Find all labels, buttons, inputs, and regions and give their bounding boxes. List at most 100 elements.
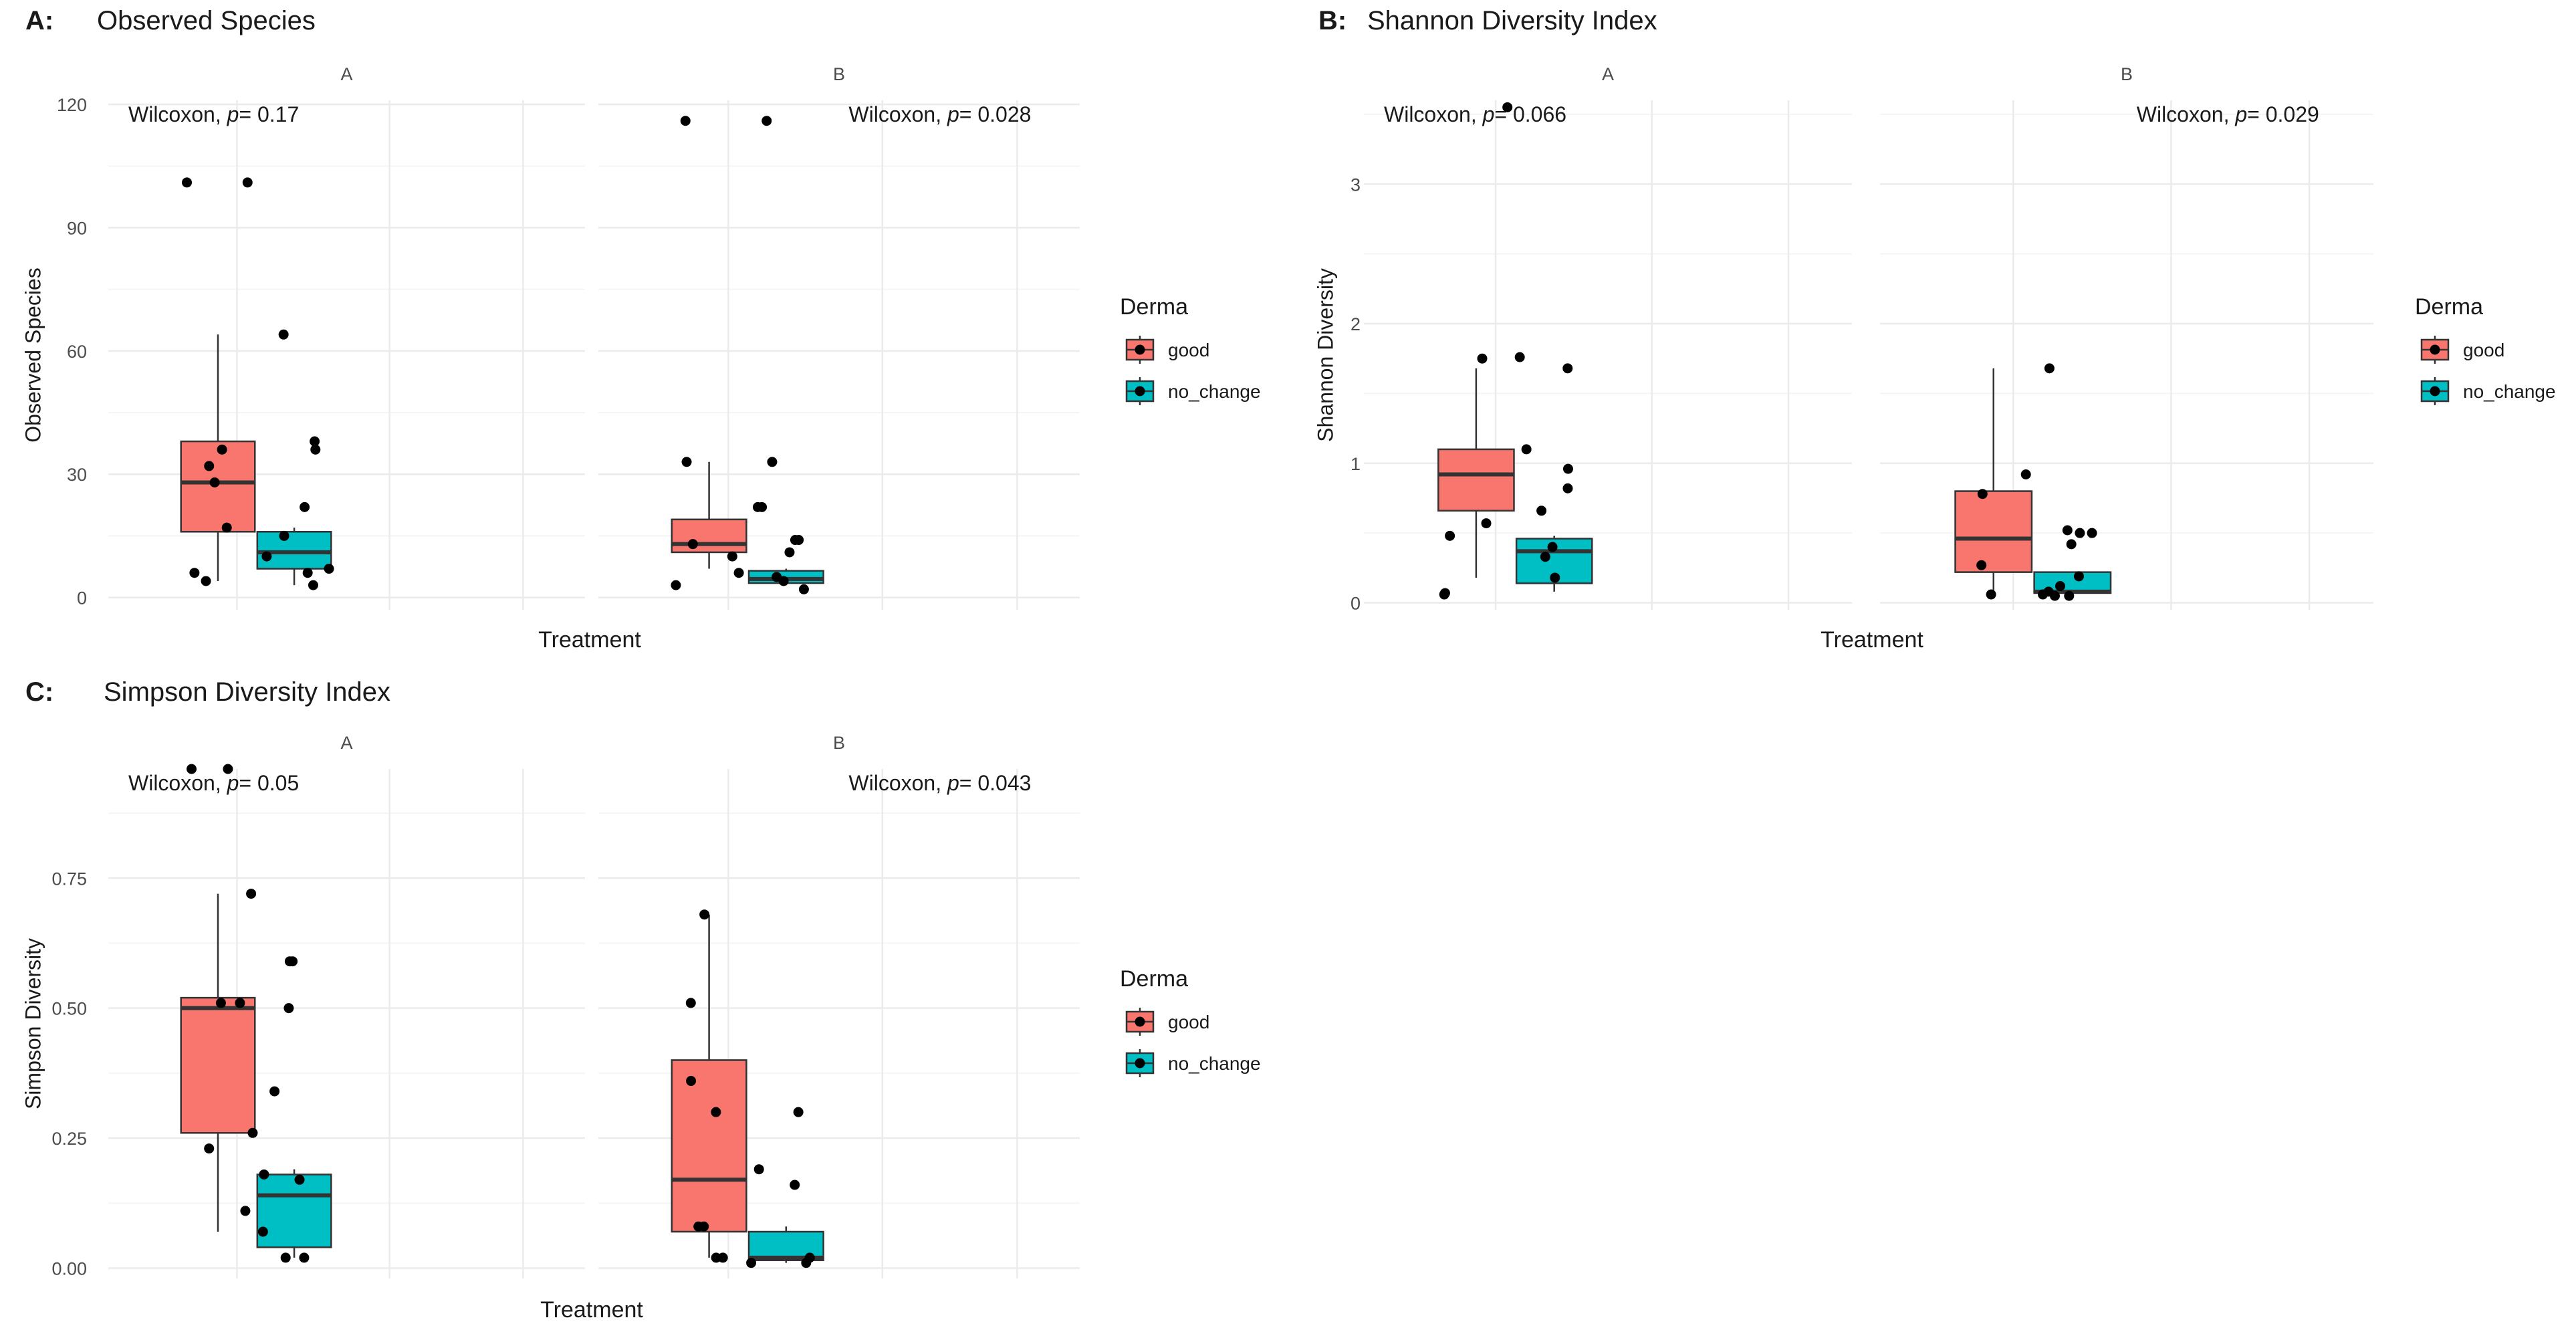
data-point	[240, 1206, 251, 1216]
data-point	[693, 1221, 704, 1232]
data-point	[1562, 483, 1573, 493]
legend-title: Derma	[1120, 294, 1188, 320]
data-point	[1502, 102, 1513, 112]
wilcoxon-annotation: Wilcoxon, p= 0.028	[848, 102, 1031, 126]
data-point	[2075, 528, 2085, 538]
data-point	[1536, 506, 1547, 516]
box-iqr	[256, 1174, 332, 1248]
box-iqr	[1437, 448, 1515, 512]
legend-key-good: good	[2420, 336, 2504, 364]
annotation-text: Wilcoxon,	[128, 771, 227, 795]
data-point	[681, 457, 692, 467]
box-iqr	[1954, 490, 2033, 573]
panel-letter: C:	[25, 677, 53, 707]
chart-title: Shannon Diversity Index	[1367, 6, 1657, 35]
y-tick-label: 1	[1351, 454, 1361, 474]
legend-swatch-point	[1135, 1016, 1145, 1027]
y-tick-label: 0.00	[51, 1258, 87, 1278]
data-point	[790, 1180, 800, 1190]
y-axis-label: Simpson Diversity	[21, 938, 45, 1109]
data-point	[257, 1226, 268, 1237]
annotation-p: p	[227, 102, 239, 126]
wilcoxon-annotation: Wilcoxon, p= 0.17	[128, 102, 299, 126]
box-iqr	[180, 440, 256, 533]
data-point	[283, 1003, 294, 1014]
y-tick-label: 0.50	[51, 999, 87, 1019]
x-axis-label: Treatment	[1821, 627, 1923, 653]
facet-label: B	[833, 733, 845, 753]
data-point	[1521, 444, 1532, 455]
box-no_change	[2033, 363, 2112, 601]
legend-swatch-point	[2430, 386, 2440, 397]
legend-swatch-point	[1135, 1058, 1145, 1069]
data-point	[2049, 590, 2060, 601]
data-point	[1550, 572, 1560, 583]
data-point	[1481, 518, 1492, 529]
y-tick-label: 0	[77, 588, 87, 608]
data-point	[279, 530, 289, 541]
annotation-text: Wilcoxon,	[2137, 102, 2236, 126]
legend-label: no_change	[1168, 381, 1261, 402]
data-point	[201, 576, 211, 586]
data-point	[1976, 560, 1987, 570]
data-point	[784, 547, 795, 558]
facet-label: B	[2121, 64, 2133, 84]
legend-swatch-point	[2430, 344, 2440, 355]
legend-label: good	[1168, 1012, 1209, 1032]
y-tick-label: 0.75	[51, 869, 87, 889]
box-iqr	[180, 996, 256, 1134]
data-point	[2038, 589, 2048, 600]
legend-key-no_change: no_change	[1125, 377, 1261, 405]
annotation-text: Wilcoxon,	[128, 102, 227, 126]
data-point	[699, 909, 710, 920]
data-point	[2062, 525, 2073, 536]
box-good	[671, 909, 747, 1263]
chart-title: Observed Species	[97, 6, 316, 35]
legend-key-good: good	[1125, 336, 1209, 364]
annotation-value: = 0.05	[239, 771, 299, 795]
box-good	[180, 177, 256, 586]
data-point	[762, 116, 772, 126]
data-point	[310, 444, 321, 455]
y-tick-label: 3	[1351, 175, 1361, 195]
chart-panel-3: C: Simpson Diversity Index Simpson Diversi…	[21, 677, 1260, 1323]
legend-label: no_change	[2463, 381, 2556, 402]
box-good	[671, 116, 747, 590]
data-point	[793, 1107, 804, 1117]
data-point	[299, 1252, 310, 1263]
facet-label: B	[833, 64, 845, 84]
data-point	[2055, 581, 2065, 592]
data-point	[794, 535, 804, 546]
annotation-p: p	[2234, 102, 2247, 126]
data-point	[711, 1252, 721, 1263]
legend-key-good: good	[1125, 1008, 1209, 1036]
chart-panel-1: A: Observed Species Observed Species 0 30 60 9…	[21, 6, 1260, 653]
wilcoxon-annotation: Wilcoxon, p= 0.066	[1384, 102, 1566, 126]
box-no_change	[256, 956, 332, 1263]
data-point	[294, 1174, 305, 1185]
facet-A: A Wilcoxon, p= 0.05	[108, 733, 585, 1278]
data-point	[2087, 528, 2097, 538]
annotation-text: Wilcoxon,	[848, 771, 947, 795]
annotation-p: p	[1482, 102, 1495, 126]
facet-A: A Wilcoxon, p= 0.066	[1364, 64, 1852, 610]
data-point	[711, 1107, 721, 1117]
data-point	[204, 1143, 215, 1154]
box-good	[180, 764, 258, 1232]
wilcoxon-annotation: Wilcoxon, p= 0.05	[128, 771, 299, 795]
data-point	[1514, 352, 1525, 362]
data-point	[753, 1164, 764, 1175]
box-iqr	[671, 518, 747, 554]
data-point	[189, 568, 200, 578]
annotation-p: p	[227, 771, 239, 795]
y-tick-label: 90	[67, 219, 87, 239]
facet-A: A Wilcoxon, p= 0.17	[108, 64, 585, 610]
annotation-text: Wilcoxon,	[1384, 102, 1483, 126]
data-point	[278, 329, 289, 340]
data-point	[221, 522, 232, 533]
data-point	[687, 539, 698, 550]
box-iqr	[671, 1059, 747, 1233]
